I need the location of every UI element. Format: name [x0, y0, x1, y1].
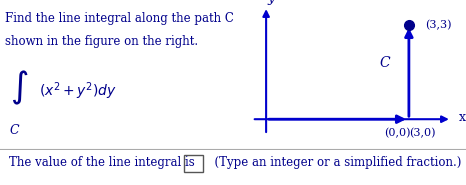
Text: y: y [267, 0, 274, 5]
Text: The value of the line integral is: The value of the line integral is [9, 156, 195, 169]
Text: (3,3): (3,3) [425, 20, 452, 30]
Text: (0,0): (0,0) [384, 128, 410, 139]
FancyBboxPatch shape [184, 155, 203, 172]
Text: $\int$: $\int$ [10, 69, 28, 107]
Text: $(x^2+y^2)dy$: $(x^2+y^2)dy$ [39, 81, 116, 102]
Text: (Type an integer or a simplified fraction.): (Type an integer or a simplified fractio… [207, 156, 462, 169]
Text: (3,0): (3,0) [409, 128, 435, 139]
Text: C: C [380, 56, 391, 70]
Text: Find the line integral along the path C: Find the line integral along the path C [5, 11, 234, 25]
Text: x: x [459, 111, 466, 124]
Text: shown in the figure on the right.: shown in the figure on the right. [5, 35, 198, 48]
Text: C: C [10, 124, 19, 137]
